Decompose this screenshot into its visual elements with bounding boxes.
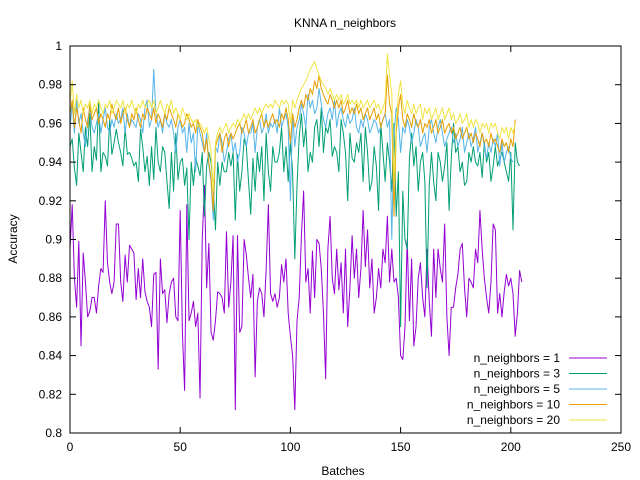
legend-label: n_neighbors = 10 bbox=[467, 398, 560, 412]
y-axis-label: Accuracy bbox=[6, 214, 20, 263]
axes: 0 50 100 150 200 250 0.8 0.82 0.84 0.86 0.88 0.9 0.9… bbox=[39, 39, 632, 454]
legend-label: n_neighbors = 1 bbox=[474, 351, 561, 365]
chart-title: KNNA n_neighbors bbox=[294, 16, 396, 30]
x-axis-label: Batches bbox=[321, 464, 364, 478]
y-tick-label: 0.9 bbox=[45, 233, 62, 247]
legend-label: n_neighbors = 5 bbox=[474, 382, 561, 396]
series-line-0 bbox=[69, 184, 523, 411]
y-tick-label: 0.82 bbox=[39, 387, 63, 401]
legend-label: n_neighbors = 3 bbox=[474, 367, 561, 381]
y-tick-label: 0.92 bbox=[39, 194, 63, 208]
y-tick-label: 0.8 bbox=[45, 426, 62, 440]
y-tick-label: 0.98 bbox=[39, 78, 63, 92]
y-tick-label: 1 bbox=[55, 39, 62, 53]
series-line-3 bbox=[69, 74, 516, 217]
x-tick-label: 150 bbox=[391, 440, 411, 454]
series-lines bbox=[69, 53, 523, 411]
x-tick-label: 250 bbox=[611, 440, 631, 454]
legend-label: n_neighbors = 20 bbox=[467, 413, 560, 427]
series-line-2 bbox=[69, 68, 514, 240]
x-tick-label: 0 bbox=[67, 440, 74, 454]
y-tick-label: 0.94 bbox=[39, 155, 63, 169]
x-tick-label: 200 bbox=[501, 440, 521, 454]
series-line-4 bbox=[69, 53, 516, 192]
x-tick-label: 50 bbox=[174, 440, 188, 454]
y-tick-label: 0.96 bbox=[39, 116, 63, 130]
y-tick-label: 0.88 bbox=[39, 271, 63, 285]
y-tick-label: 0.86 bbox=[39, 310, 63, 324]
series-line-1 bbox=[69, 99, 521, 328]
x-tick-label: 100 bbox=[280, 440, 300, 454]
legend: n_neighbors = 1n_neighbors = 3n_neighbor… bbox=[467, 351, 607, 427]
y-tick-label: 0.84 bbox=[39, 349, 63, 363]
